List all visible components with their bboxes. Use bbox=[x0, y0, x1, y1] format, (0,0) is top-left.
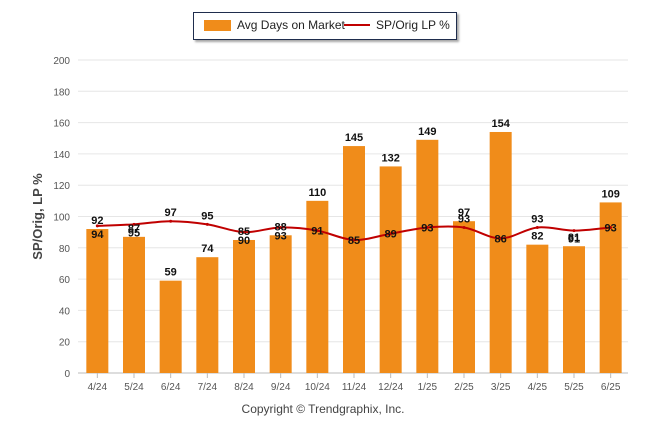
line-value-label: 90 bbox=[238, 235, 250, 247]
line-point bbox=[315, 229, 319, 233]
line-value-label: 95 bbox=[128, 227, 140, 239]
legend-item-sp-orig-lp[interactable]: SP/Orig LP % bbox=[344, 18, 450, 32]
bar bbox=[233, 239, 255, 373]
x-tick-label: 7/24 bbox=[198, 382, 218, 393]
x-tick-label: 6/25 bbox=[601, 382, 621, 393]
bar bbox=[196, 257, 219, 373]
bar bbox=[379, 166, 402, 373]
x-tick-label: 10/24 bbox=[305, 382, 330, 393]
y-tick-label: 20 bbox=[59, 338, 71, 349]
line-point bbox=[609, 225, 613, 229]
line-point bbox=[425, 225, 429, 229]
x-tick-label: 9/24 bbox=[271, 382, 291, 393]
bar bbox=[526, 244, 549, 373]
bar-value-label: 110 bbox=[308, 187, 326, 199]
legend-item-days-on-market[interactable]: Avg Days on Market bbox=[204, 18, 345, 32]
line-point bbox=[205, 222, 209, 226]
x-tick-label: 11/24 bbox=[342, 382, 367, 393]
legend-bar-label: Avg Days on Market bbox=[237, 18, 345, 32]
y-tick-label: 180 bbox=[53, 87, 70, 98]
bar bbox=[159, 280, 182, 373]
line-point bbox=[242, 230, 246, 234]
bar bbox=[269, 235, 292, 373]
line-point bbox=[389, 232, 393, 236]
bar-value-label: 154 bbox=[491, 118, 510, 130]
copyright-footer: Copyright © Trendgraphix, Inc. bbox=[241, 402, 405, 416]
line-point bbox=[95, 224, 99, 228]
x-tick-label: 12/24 bbox=[378, 382, 403, 393]
legend-line-label: SP/Orig LP % bbox=[376, 18, 450, 32]
bar-value-label: 87 bbox=[128, 223, 140, 235]
line-point bbox=[535, 225, 539, 229]
x-tick-label: 2/25 bbox=[454, 382, 474, 393]
bar-value-label: 85 bbox=[238, 226, 250, 238]
y-axis-title: SP/Orig, LP % bbox=[30, 173, 45, 260]
y-tick-label: 140 bbox=[53, 150, 70, 161]
y-tick-label: 0 bbox=[64, 369, 70, 380]
x-tick-label: 4/25 bbox=[528, 382, 548, 393]
y-tick-label: 120 bbox=[53, 181, 70, 192]
line-value-label: 93 bbox=[458, 213, 470, 225]
bar-value-label: 88 bbox=[275, 221, 287, 233]
line-point bbox=[279, 225, 283, 229]
bar-value-label: 109 bbox=[601, 188, 619, 200]
line-point bbox=[352, 238, 356, 242]
bar bbox=[453, 221, 475, 373]
x-tick-label: 3/25 bbox=[491, 382, 511, 393]
y-tick-label: 60 bbox=[59, 275, 71, 286]
bar-value-label: 132 bbox=[381, 152, 399, 164]
line-point bbox=[499, 236, 503, 240]
x-tick-label: 4/24 bbox=[88, 382, 108, 393]
line-point bbox=[132, 222, 136, 226]
y-tick-label: 200 bbox=[53, 56, 70, 67]
line-value-label: 86 bbox=[495, 233, 507, 245]
chart-legend: Avg Days on Market SP/Orig LP % bbox=[193, 12, 457, 40]
bar-value-label: 82 bbox=[531, 231, 543, 243]
bar bbox=[416, 139, 439, 373]
bar bbox=[123, 236, 145, 373]
line-point bbox=[169, 219, 173, 223]
bar-value-label: 145 bbox=[345, 132, 363, 144]
bar bbox=[563, 246, 585, 373]
y-tick-label: 40 bbox=[59, 306, 71, 317]
bar bbox=[599, 202, 622, 373]
line-value-label: 91 bbox=[311, 226, 323, 238]
line-value-label: 93 bbox=[531, 213, 543, 225]
y-tick-label: 80 bbox=[59, 244, 71, 255]
bar bbox=[306, 200, 329, 373]
legend-bar-swatch bbox=[204, 19, 231, 31]
x-tick-label: 5/24 bbox=[124, 382, 144, 393]
x-tick-label: 8/24 bbox=[234, 382, 254, 393]
line-value-label: 89 bbox=[385, 229, 397, 241]
line-point bbox=[462, 225, 466, 229]
bar-value-label: 92 bbox=[91, 215, 103, 227]
line-value-label: 94 bbox=[91, 229, 104, 241]
bar bbox=[489, 131, 512, 373]
x-tick-label: 5/25 bbox=[564, 382, 584, 393]
bar-value-label: 81 bbox=[568, 232, 580, 244]
bar bbox=[86, 229, 109, 373]
line-value-label: 95 bbox=[201, 210, 213, 222]
line-value-label: 85 bbox=[348, 235, 360, 247]
y-tick-label: 100 bbox=[53, 213, 70, 224]
bar-value-label: 74 bbox=[201, 243, 214, 255]
bar-value-label: 59 bbox=[165, 267, 177, 279]
line-point bbox=[572, 229, 576, 233]
line-value-label: 93 bbox=[275, 230, 287, 242]
y-tick-label: 160 bbox=[53, 119, 70, 130]
bar-value-label: 97 bbox=[458, 207, 470, 219]
x-tick-label: 6/24 bbox=[161, 382, 181, 393]
line-value-label: 91 bbox=[568, 234, 580, 246]
line-value-label: 93 bbox=[605, 222, 617, 234]
bar-value-label: 149 bbox=[418, 126, 436, 138]
line-value-label: 93 bbox=[421, 222, 433, 234]
x-tick-label: 1/25 bbox=[418, 382, 438, 393]
legend-line-swatch bbox=[344, 24, 370, 26]
bar bbox=[343, 146, 365, 373]
combo-chart: 0 20 40 60 80 100 120 140 160 180 200 SP/Orig, LP %… bbox=[30, 56, 628, 393]
line-value-label: 97 bbox=[165, 207, 177, 219]
